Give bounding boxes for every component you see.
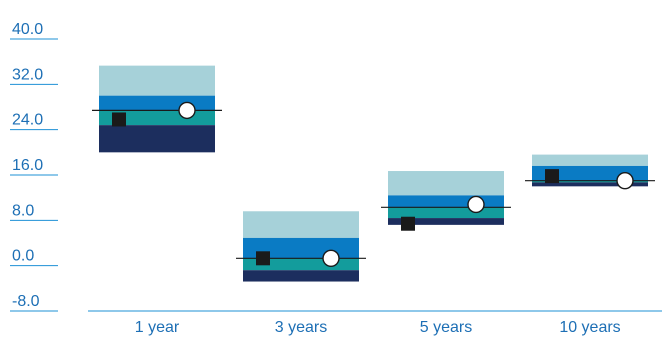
band-lower bbox=[532, 182, 648, 187]
x-axis: 1 year 3 years 5 years 10 years bbox=[88, 310, 662, 336]
y-tick-label: 24.0 bbox=[12, 112, 43, 129]
y-tick-label: 40.0 bbox=[12, 21, 43, 38]
band-lower bbox=[243, 270, 359, 282]
band-outer bbox=[99, 65, 215, 96]
band-middle bbox=[243, 258, 359, 271]
band-upper bbox=[99, 95, 215, 111]
square-marker bbox=[256, 251, 270, 266]
x-category-label: 3 years bbox=[275, 319, 327, 336]
circle-marker bbox=[616, 171, 634, 190]
band-0 bbox=[92, 65, 222, 153]
y-tick-label: 0.0 bbox=[12, 248, 34, 265]
y-tick-label: 32.0 bbox=[12, 66, 43, 83]
bands bbox=[92, 65, 655, 282]
band-lower bbox=[388, 218, 504, 225]
band-lower bbox=[99, 125, 215, 153]
band-outer bbox=[388, 171, 504, 196]
circle-marker bbox=[467, 195, 485, 214]
y-axis: 40.0 32.0 24.0 16.0 8.0 0.0 -8.0 bbox=[10, 21, 58, 312]
band-outer bbox=[532, 154, 648, 166]
band-2 bbox=[381, 171, 511, 225]
band-upper bbox=[388, 195, 504, 208]
y-tick-label: -8.0 bbox=[12, 293, 40, 310]
band-outer bbox=[243, 211, 359, 238]
band-middle bbox=[532, 180, 648, 183]
markers bbox=[112, 101, 634, 267]
x-category-label: 1 year bbox=[135, 319, 180, 336]
x-category-label: 10 years bbox=[559, 319, 620, 336]
circle-marker bbox=[322, 249, 340, 267]
band-3 bbox=[525, 154, 655, 187]
band-1 bbox=[236, 211, 366, 282]
square-marker bbox=[401, 216, 415, 231]
square-marker bbox=[112, 112, 126, 127]
y-tick-label: 8.0 bbox=[12, 202, 34, 219]
x-category-label: 5 years bbox=[420, 319, 472, 336]
band-middle bbox=[388, 207, 504, 219]
y-tick-label: 16.0 bbox=[12, 157, 43, 174]
square-marker bbox=[545, 169, 559, 184]
circle-marker bbox=[178, 101, 196, 120]
